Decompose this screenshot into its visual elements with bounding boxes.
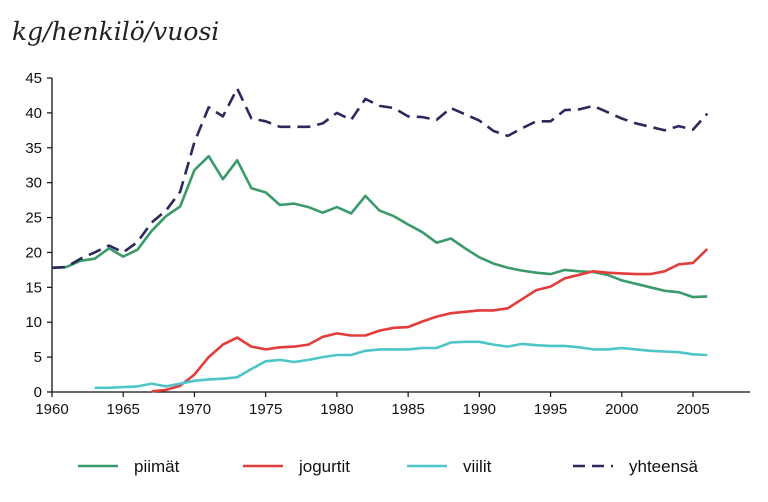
y-tick-label: 40 xyxy=(25,105,42,122)
x-tick-label: 1970 xyxy=(178,401,211,418)
series-line-4 xyxy=(51,87,709,270)
legend-label-1: piimät xyxy=(134,457,180,476)
x-tick-label: 2000 xyxy=(605,401,638,418)
series-line-3 xyxy=(94,340,708,390)
axes: 0 5 10 15 20 25 30 35 40 45 1960 1965 1970 1975 1980 19… xyxy=(25,70,750,418)
legend-label-4: yhteensä xyxy=(629,457,699,476)
x-tick-label: 1985 xyxy=(391,401,424,418)
x-tick-label: 1965 xyxy=(107,401,140,418)
y-tick-label: 15 xyxy=(25,279,42,296)
y-tick-label: 20 xyxy=(25,244,42,261)
legend-label-2: jogurtit xyxy=(298,457,350,476)
x-tick-label: 1990 xyxy=(463,401,496,418)
y-tick-label: 25 xyxy=(25,210,42,227)
y-tick-label: 45 xyxy=(25,70,42,87)
legend-label-3: viilit xyxy=(463,457,492,476)
y-tick-label: 0 xyxy=(34,384,42,401)
y-tick-label: 5 xyxy=(34,349,42,366)
x-tick-label: 1995 xyxy=(534,401,567,418)
x-tick-label: 2005 xyxy=(676,401,709,418)
series-line-1 xyxy=(51,154,708,299)
series-lines xyxy=(51,87,709,393)
y-tick-label: 35 xyxy=(25,140,42,157)
x-tick-label: 1960 xyxy=(35,401,68,418)
y-tick-label: 10 xyxy=(25,314,42,331)
y-axis-label: kg/henkilö/vuosi xyxy=(12,17,219,46)
legend: piimät jogurtit viilit yhteensä xyxy=(78,457,699,476)
y-tick-label: 30 xyxy=(25,175,42,192)
x-tick-label: 1980 xyxy=(320,401,353,418)
series-line-2 xyxy=(151,248,709,393)
x-tick-label: 1975 xyxy=(249,401,282,418)
